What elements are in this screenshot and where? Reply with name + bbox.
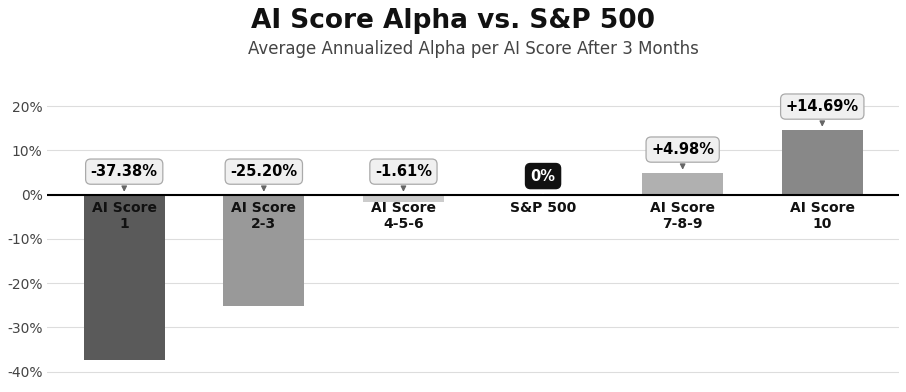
Text: -25.20%: -25.20% [230,164,297,191]
Text: AI Score Alpha vs. S&P 500: AI Score Alpha vs. S&P 500 [251,8,655,34]
Bar [363,195,444,202]
Text: AI Score
1: AI Score 1 [92,201,157,231]
Text: +14.69%: +14.69% [786,99,859,125]
Text: AI Score
10: AI Score 10 [790,201,854,231]
Title: Average Annualized Alpha per AI Score After 3 Months: Average Annualized Alpha per AI Score Af… [248,40,699,58]
Text: 0%: 0% [531,169,555,193]
Bar [83,195,165,360]
Text: AI Score
2-3: AI Score 2-3 [231,201,296,231]
Bar [642,172,723,195]
Text: -37.38%: -37.38% [91,164,158,191]
Text: AI Score
7-8-9: AI Score 7-8-9 [651,201,715,231]
Bar [224,195,304,306]
Bar [782,130,863,195]
Text: +4.98%: +4.98% [651,142,714,169]
Text: -1.61%: -1.61% [375,164,432,191]
Text: S&P 500: S&P 500 [510,201,576,215]
Text: AI Score
4-5-6: AI Score 4-5-6 [371,201,436,231]
